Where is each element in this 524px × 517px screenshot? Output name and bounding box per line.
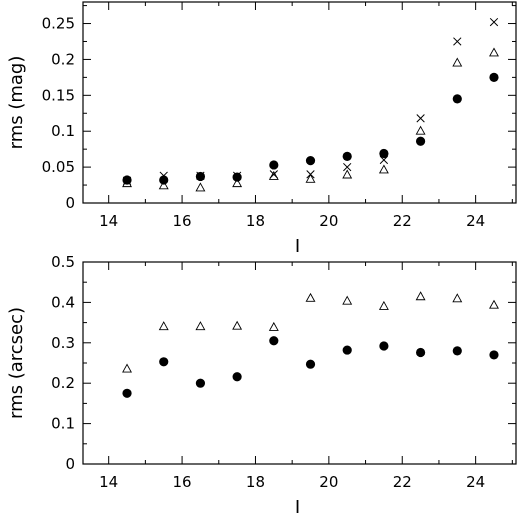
data-point-circle xyxy=(379,148,389,159)
data-point-triangle xyxy=(195,182,206,192)
series-open-triangle xyxy=(122,291,499,373)
x-tick-label: 24 xyxy=(466,212,485,230)
data-point-triangle xyxy=(415,291,426,301)
x-tick-label: 18 xyxy=(246,473,265,491)
data-point-circle xyxy=(452,94,462,104)
y-tick-label: 0.1 xyxy=(51,415,75,433)
x-tick-label: 16 xyxy=(173,473,192,491)
data-point-cross xyxy=(196,171,205,180)
plot-frame xyxy=(82,1,517,204)
data-point-circle xyxy=(452,346,462,356)
data-point-triangle xyxy=(489,47,499,57)
data-point-cross xyxy=(343,162,352,172)
x-axis-label: I xyxy=(295,497,300,517)
y-tick-label: 0.25 xyxy=(42,15,75,33)
data-point-triangle xyxy=(158,321,169,331)
data-point-circle xyxy=(269,160,279,170)
data-point-circle xyxy=(489,72,499,82)
series-filled-circle xyxy=(122,72,499,185)
data-point-triangle xyxy=(232,178,243,188)
series-filled-circle xyxy=(122,336,499,398)
data-point-circle xyxy=(269,336,279,346)
data-point-circle xyxy=(342,151,352,161)
data-point-triangle xyxy=(268,321,279,331)
data-point-triangle xyxy=(378,300,389,310)
x-axis-label: I xyxy=(295,236,300,257)
data-point-circle xyxy=(415,136,426,146)
x-tick-label: 16 xyxy=(173,212,192,230)
data-point-circle xyxy=(489,350,499,360)
data-point-cross xyxy=(416,114,425,123)
data-point-circle xyxy=(159,357,169,367)
y-tick-label: 0.1 xyxy=(51,122,75,140)
data-point-cross xyxy=(232,171,242,180)
data-point-cross xyxy=(453,37,462,46)
data-point-circle xyxy=(305,359,316,369)
data-point-circle xyxy=(232,172,242,182)
data-point-triangle xyxy=(158,180,169,190)
series-open-triangle xyxy=(122,47,499,192)
data-point-circle xyxy=(305,156,316,166)
x-tick-label: 22 xyxy=(393,212,412,230)
data-point-triangle xyxy=(122,363,132,373)
data-point-triangle xyxy=(342,295,353,305)
x-tick-label: 14 xyxy=(99,473,118,491)
x-tick-label: 24 xyxy=(466,473,485,491)
data-point-circle xyxy=(159,175,169,185)
data-point-cross xyxy=(379,155,389,165)
data-point-circle xyxy=(195,378,206,388)
y-tick-label: 0.2 xyxy=(51,374,75,392)
data-point-triangle xyxy=(122,178,132,188)
data-point-circle xyxy=(379,341,389,351)
data-point-circle xyxy=(122,175,132,185)
y-tick-label: 0.05 xyxy=(42,158,75,176)
y-tick-label: 0 xyxy=(65,455,75,473)
x-tick-label: 20 xyxy=(319,473,338,491)
data-point-circle xyxy=(415,347,426,358)
data-point-circle xyxy=(342,345,352,355)
data-point-triangle xyxy=(232,320,243,330)
y-tick-label: 0.5 xyxy=(51,253,75,271)
data-point-cross xyxy=(159,171,168,180)
x-tick-label: 14 xyxy=(99,212,118,230)
data-point-triangle xyxy=(378,164,389,174)
data-point-triangle xyxy=(268,170,279,180)
x-tick-label: 18 xyxy=(246,212,265,230)
x-tick-label: 20 xyxy=(319,212,338,230)
data-point-triangle xyxy=(305,292,316,302)
data-point-triangle xyxy=(305,173,316,183)
y-tick-label: 0.3 xyxy=(51,334,75,352)
y-tick-label: 0 xyxy=(65,194,75,212)
y-axis-label: rms (mag) xyxy=(6,56,27,150)
x-tick-label: 22 xyxy=(393,473,412,491)
data-point-triangle xyxy=(195,321,206,331)
y-tick-label: 0.2 xyxy=(51,50,75,68)
data-point-triangle xyxy=(489,299,499,309)
plot-frame xyxy=(82,261,517,465)
y-tick-label: 0.15 xyxy=(42,86,75,104)
y-axis-label: rms (arcsec) xyxy=(6,307,27,419)
data-point-triangle xyxy=(452,293,463,303)
data-point-triangle xyxy=(342,169,353,179)
y-tick-label: 0.4 xyxy=(51,293,75,311)
data-point-circle xyxy=(122,388,132,398)
data-point-triangle xyxy=(415,125,426,135)
data-point-circle xyxy=(195,171,206,182)
data-point-circle xyxy=(232,372,242,382)
data-point-triangle xyxy=(452,57,463,67)
data-point-cross xyxy=(489,17,499,27)
